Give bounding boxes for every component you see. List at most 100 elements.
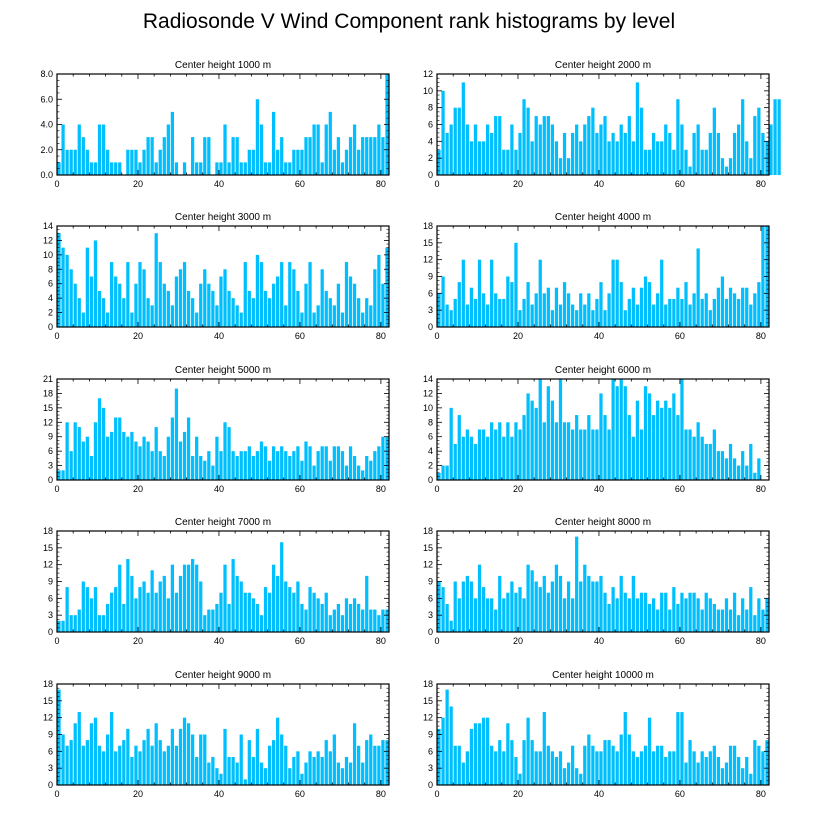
histogram-bar <box>611 259 615 327</box>
histogram-bar <box>631 287 635 327</box>
histogram-panel: Center height 7000 m 0 20 40 60 80 0 3 6 9 12 15 18 <box>43 517 390 646</box>
histogram-bar <box>477 429 482 480</box>
y-tick-label: 0.0 <box>40 170 53 180</box>
histogram-bar <box>97 290 102 327</box>
histogram-bar <box>251 455 255 480</box>
histogram-bar <box>615 141 619 175</box>
histogram-bar <box>134 745 138 785</box>
histogram-bar <box>741 768 745 785</box>
histogram-bar <box>369 460 373 480</box>
histogram-bar <box>77 124 81 175</box>
panel-title: Center height 10000 m <box>552 670 654 681</box>
histogram-bar <box>369 137 373 175</box>
histogram-bar <box>105 312 110 327</box>
histogram-bar <box>381 137 385 175</box>
histogram-bar <box>749 158 753 175</box>
histogram-bar <box>255 451 260 480</box>
histogram-bar <box>288 262 292 327</box>
histogram-bar <box>526 393 530 480</box>
x-tick-label: 20 <box>133 789 143 799</box>
histogram-bar <box>498 422 502 480</box>
histogram-bar <box>562 282 567 327</box>
histogram-bar <box>562 598 567 632</box>
y-tick-label: 3 <box>428 763 433 773</box>
histogram-bar <box>583 564 587 632</box>
histogram-bar <box>745 287 749 327</box>
histogram-bar <box>716 132 721 175</box>
x-tick-label: 40 <box>214 484 224 494</box>
histogram-bar <box>591 310 595 327</box>
histogram-bar <box>647 603 652 632</box>
x-tick-label: 60 <box>295 179 305 189</box>
histogram-bar <box>704 149 708 175</box>
x-tick-label: 0 <box>54 179 59 189</box>
histogram-bar <box>166 124 170 175</box>
histogram-bar <box>385 740 389 785</box>
histogram-bar <box>498 298 502 327</box>
histogram-bar <box>280 542 284 632</box>
histogram-bar <box>619 282 623 327</box>
histogram-bar <box>215 162 219 175</box>
histogram-bar <box>215 436 219 480</box>
histogram-bar <box>676 287 680 327</box>
histogram-bar <box>296 149 300 175</box>
histogram-bar <box>510 436 514 480</box>
histogram-bar <box>611 587 615 632</box>
histogram-bar <box>761 609 765 632</box>
histogram-panel: Center height 9000 m 0 20 40 60 80 0 3 6 9 12 15 18 <box>43 670 390 799</box>
histogram-bar <box>651 132 656 175</box>
histogram-bar <box>97 615 102 632</box>
histogram-bar <box>122 431 126 480</box>
histogram-bar <box>150 451 154 480</box>
histogram-bar <box>114 587 118 632</box>
histogram-bar <box>627 116 631 175</box>
histogram-bar <box>445 304 449 327</box>
histogram-bar <box>558 751 563 785</box>
histogram-bar <box>611 379 615 480</box>
histogram-bar <box>651 751 656 785</box>
histogram-bar <box>61 620 65 632</box>
histogram-bar <box>377 124 381 175</box>
histogram-bar <box>599 575 603 632</box>
histogram-bar <box>441 587 445 632</box>
histogram-bar <box>191 734 195 785</box>
histogram-bar <box>502 598 506 632</box>
histogram-bar <box>320 756 324 785</box>
y-tick-label: 12 <box>43 713 53 723</box>
histogram-bar <box>461 436 465 480</box>
histogram-bar <box>445 132 449 175</box>
histogram-bar <box>716 609 721 632</box>
histogram-bar <box>357 745 361 785</box>
y-tick-label: 12 <box>423 69 433 79</box>
histogram-bar <box>114 751 118 785</box>
panel-title: Center height 4000 m <box>555 212 651 223</box>
histogram-bar <box>361 137 365 175</box>
histogram-bar <box>579 141 583 175</box>
histogram-bar <box>162 751 166 785</box>
histogram-bar <box>651 304 656 327</box>
histogram-bar <box>255 728 260 785</box>
histogram-bar <box>73 149 77 175</box>
histogram-bar <box>263 446 268 480</box>
histogram-bar <box>308 751 312 785</box>
histogram-bar <box>461 82 465 175</box>
y-tick-label: 2.0 <box>40 145 53 155</box>
histogram-bar <box>195 564 199 632</box>
panel-title: Center height 3000 m <box>175 212 271 223</box>
histogram-bar <box>211 465 215 480</box>
histogram-bar <box>142 269 146 327</box>
histogram-bar <box>332 446 336 480</box>
histogram-bar <box>684 282 688 327</box>
histogram-panel: Center height 5000 m 0 20 40 60 80 0 3 6 9 12 15 18 2… <box>43 365 390 494</box>
histogram-bar <box>485 436 490 480</box>
histogram-bar <box>481 293 486 327</box>
figure-title: Radiosonde V Wind Component rank histogr… <box>142 10 676 33</box>
histogram-bar <box>178 728 183 785</box>
histogram-bar <box>599 124 603 175</box>
histogram-bar <box>579 581 583 632</box>
histogram-bar <box>377 446 381 480</box>
histogram-bar <box>255 254 260 327</box>
histogram-bar <box>316 305 320 327</box>
histogram-bar <box>445 689 449 785</box>
histogram-bar <box>142 149 146 175</box>
